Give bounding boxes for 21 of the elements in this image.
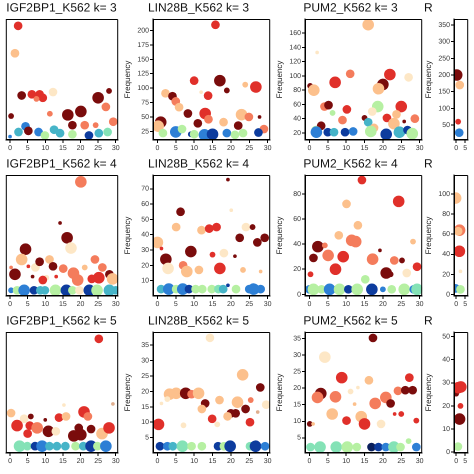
chart-title: LIN28B_K562 k= 4: [148, 156, 250, 171]
y-axis-title: Frequency: [123, 374, 132, 412]
chart-title: IGF2BP1_K562 k= 3: [6, 0, 118, 15]
y-axis-title: Frequency: [123, 60, 132, 98]
y-axis-title: Frequency: [275, 374, 284, 412]
chart-title: PUM2_K562 k= 4: [303, 156, 398, 171]
chart-title: R: [424, 314, 433, 328]
y-axis-title: Frequency: [275, 216, 284, 254]
chart-title: PUM2_K562 k= 5: [303, 314, 398, 328]
chart-title: PUM2_K562 k= 3: [303, 0, 398, 15]
y-axis-title: Frequency: [424, 374, 434, 412]
y-axis-title: Frequency: [424, 216, 434, 254]
chart-title: R: [424, 0, 433, 15]
chart-title: R: [424, 156, 433, 171]
y-axis-title: Frequency: [275, 60, 284, 98]
chart-title: IGF2BP1_K562 k= 5: [6, 314, 118, 328]
chart-title: IGF2BP1_K562 k= 4: [6, 156, 118, 171]
y-axis-title: Frequency: [123, 216, 132, 254]
chart-title: LIN28B_K562 k= 3: [148, 0, 250, 15]
y-axis-title: Frequency: [424, 60, 434, 98]
chart-title: LIN28B_K562 k= 5: [148, 314, 250, 328]
